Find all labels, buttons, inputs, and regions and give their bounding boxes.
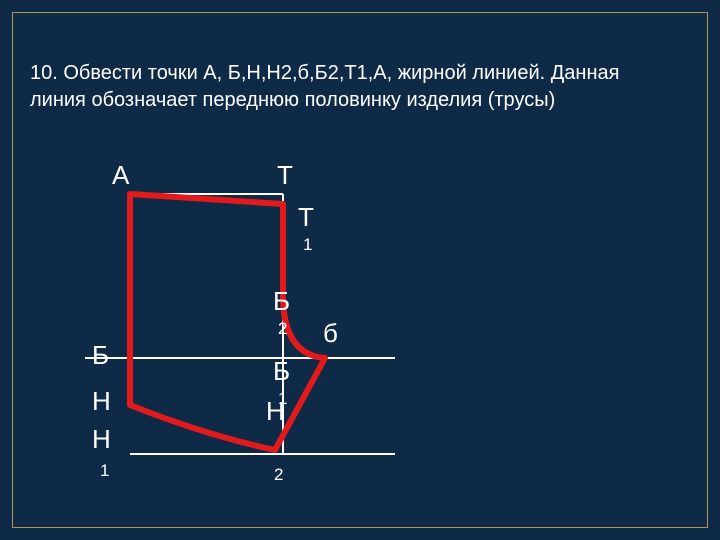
label-N: Н: [92, 388, 111, 414]
label-N1s: 1: [100, 462, 109, 479]
label-T1: Т: [298, 204, 314, 230]
label-B2: Б: [273, 288, 290, 314]
label-N2s: 2: [274, 466, 283, 483]
label-B2s: 2: [278, 320, 287, 337]
label-B1: Б: [273, 358, 290, 384]
label-N2: Н: [266, 398, 285, 424]
label-N1: Н: [92, 426, 111, 452]
label-B: Б: [92, 342, 109, 368]
outline-path: [130, 194, 325, 450]
label-b: б: [323, 320, 338, 346]
pattern-diagram: [0, 0, 720, 540]
label-T1s: 1: [303, 236, 312, 253]
label-A: А: [112, 162, 129, 188]
label-T: Т: [277, 162, 293, 188]
